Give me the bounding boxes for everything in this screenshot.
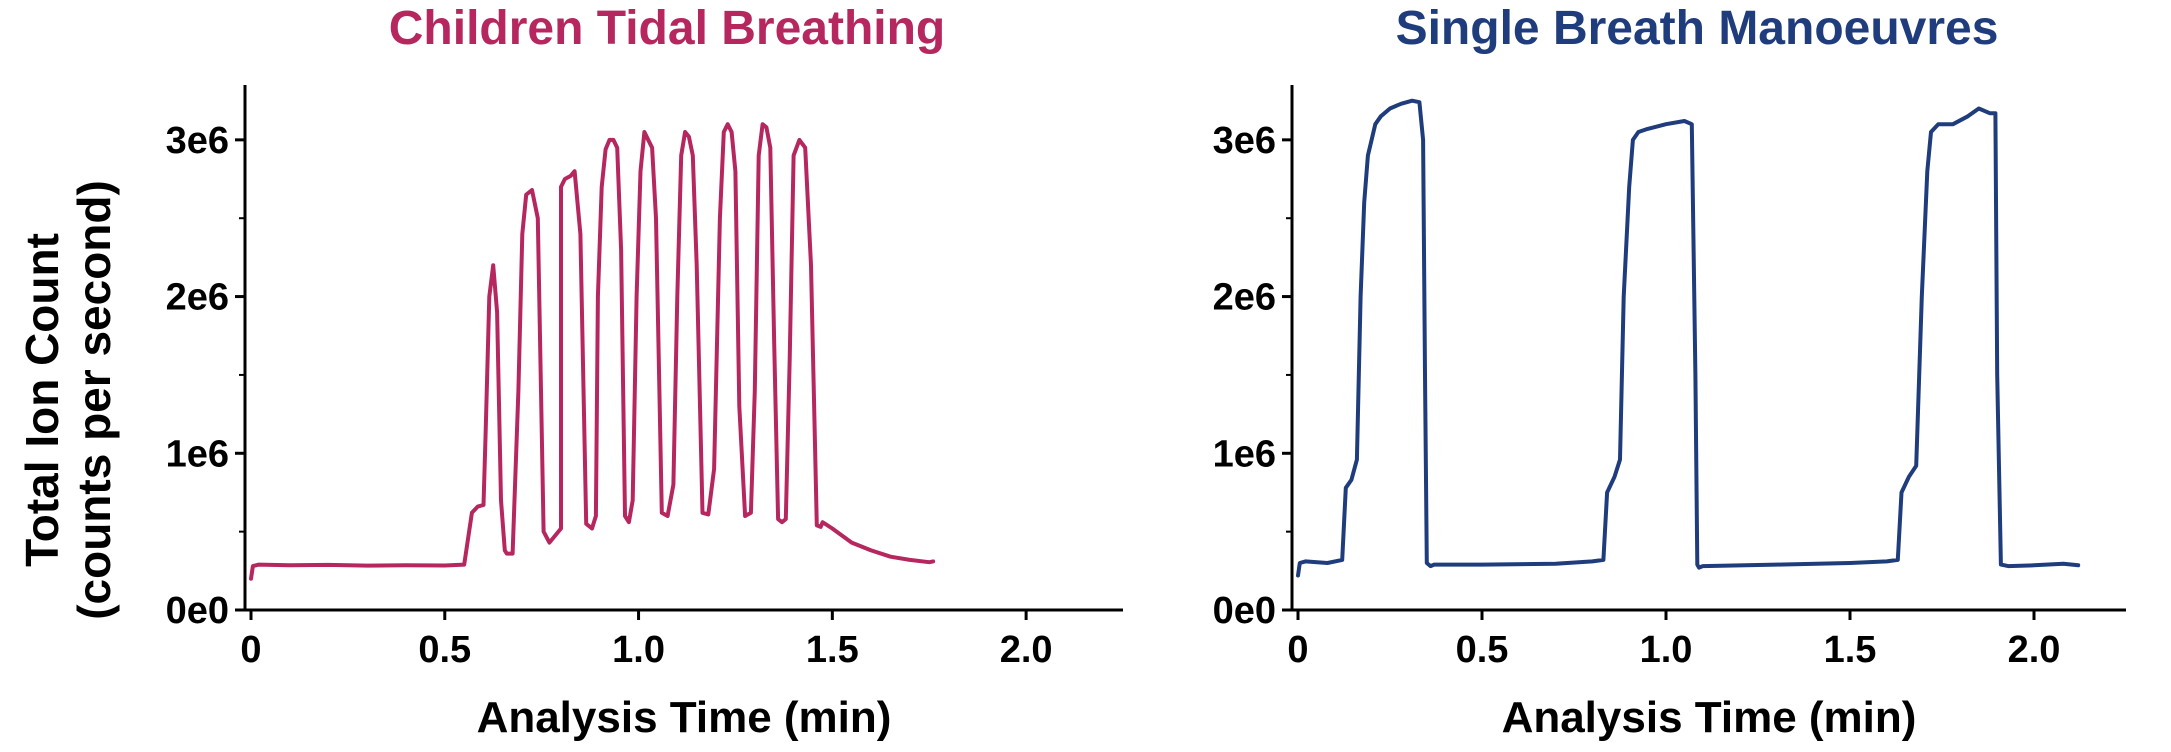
chart-single-breath-manoeuvres: Single Breath Manoeuvres 0e0 1e6 2e6 3e6 0 0.5… [1213, 2, 2126, 742]
x-tick-label: 0 [240, 629, 261, 671]
x-tick-label: 2.0 [2008, 629, 2061, 671]
y-tick-label: 1e6 [166, 433, 229, 475]
x-tick-label: 1.0 [612, 629, 665, 671]
series-line [1296, 98, 2081, 578]
series-line [249, 122, 936, 581]
y-axis-label-line2: (counts per second) [68, 180, 120, 620]
x-axis-label: Analysis Time (min) [477, 693, 892, 742]
x-axis-label: Analysis Time (min) [1502, 693, 1917, 742]
x-tick-label: 0 [1287, 629, 1308, 671]
x-tick-label: 0.5 [418, 629, 471, 671]
y-tick-label: 3e6 [1213, 120, 1276, 162]
y-axis-label-line1: Total Ion Count [16, 233, 68, 567]
chart-title: Single Breath Manoeuvres [1396, 2, 1999, 55]
y-tick-label: 3e6 [166, 120, 229, 162]
chart-title: Children Tidal Breathing [389, 2, 946, 55]
y-tick-label: 2e6 [166, 277, 229, 319]
chart-children-tidal-breathing: Children Tidal Breathing 0e0 1e6 2e6 3e6 0 0.5… [166, 2, 1123, 742]
x-tick-label: 2.0 [1000, 629, 1053, 671]
y-tick-label: 2e6 [1213, 277, 1276, 319]
x-tick-label: 1.0 [1640, 629, 1693, 671]
x-tick-label: 1.5 [806, 629, 859, 671]
y-axis-label: Total Ion Count (counts per second) [16, 180, 120, 620]
x-tick-label: 1.5 [1824, 629, 1877, 671]
y-tick-label: 0e0 [166, 590, 229, 632]
y-tick-label: 0e0 [1213, 590, 1276, 632]
y-tick-label: 1e6 [1213, 433, 1276, 475]
x-tick-label: 0.5 [1456, 629, 1509, 671]
